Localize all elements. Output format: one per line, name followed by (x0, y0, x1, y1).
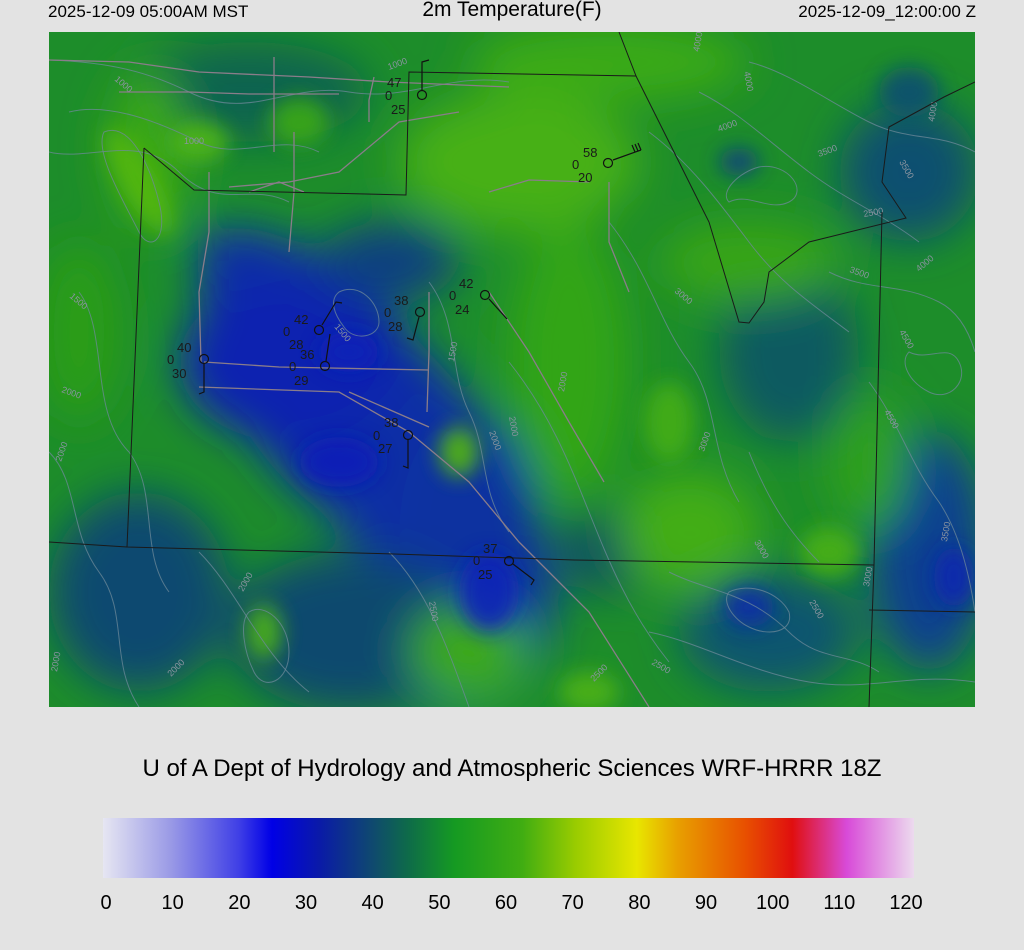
colorbar-tick-label: 100 (755, 892, 790, 914)
station-wind-speed: 0 (449, 288, 456, 303)
station-dewpoint: 27 (378, 441, 392, 456)
station-dewpoint: 30 (172, 366, 186, 381)
contour-label: 4000 (691, 32, 704, 52)
station-temperature: 38 (394, 293, 408, 308)
contour-label: 1500 (446, 341, 459, 362)
colorbar-tick-label: 120 (889, 892, 923, 914)
station-s3[interactable]: 42 0 24 (449, 276, 508, 320)
station-dewpoint: 25 (391, 102, 405, 117)
station-s9[interactable]: 37 0 25 (473, 541, 535, 586)
station-s5[interactable]: 42 0 28 (283, 301, 343, 352)
contour-label: 2000 (556, 371, 569, 392)
colorbar-tick-label: 60 (494, 892, 518, 914)
contour-label: 4000 (926, 101, 939, 122)
station-dewpoint: 24 (455, 302, 469, 317)
station-dewpoint: 20 (578, 170, 592, 185)
station-temperature: 42 (459, 276, 473, 291)
station-temperature: 36 (300, 347, 314, 362)
station-temperature: 37 (483, 541, 497, 556)
station-s2[interactable]: 58 0 20 (572, 142, 642, 185)
station-wind-speed: 0 (289, 359, 296, 374)
station-s7[interactable]: 40 0 30 (167, 340, 210, 395)
station-dewpoint: 25 (478, 567, 492, 582)
colorbar-tick-labels: 0 10 20 30 40 50 60 70 80 90 100 110 120 (0, 892, 1024, 922)
station-dewpoint: 28 (289, 337, 303, 352)
station-wind-speed: 0 (385, 88, 392, 103)
station-temperature: 42 (294, 312, 308, 327)
contour-label: 1000 (184, 136, 204, 146)
terrain-contours (49, 59, 975, 707)
station-wind-speed: 0 (572, 157, 579, 172)
contour-label: 3500 (939, 521, 952, 542)
station-temperature: 58 (583, 145, 597, 160)
station-s6[interactable]: 36 0 29 (289, 333, 331, 388)
temperature-map[interactable]: 1000 1000 1000 1500 1500 1500 2000 2000 … (49, 32, 975, 707)
station-wind-speed: 0 (473, 553, 480, 568)
colorbar-tick-label: 10 (161, 892, 184, 914)
map-title: 2m Temperature(F) (422, 0, 602, 21)
colorbar-tick-label: 110 (823, 892, 856, 914)
temperature-shading (49, 32, 975, 707)
contour-label: 2500 (863, 206, 884, 219)
station-wind-speed: 0 (373, 428, 380, 443)
station-dewpoint: 29 (294, 373, 308, 388)
colorbar-tick-label: 50 (428, 892, 451, 914)
station-dewpoint: 28 (388, 319, 402, 334)
station-wind-speed: 0 (283, 324, 290, 339)
colorbar-tick-label: 40 (361, 892, 384, 914)
contour-label: 2500 (427, 601, 440, 622)
station-s4[interactable]: 38 0 28 (384, 293, 426, 341)
contour-label: 2000 (49, 651, 62, 672)
colorbar-tick-label: 90 (694, 892, 718, 914)
political-borders (49, 32, 975, 707)
colorbar-tick-label: 20 (228, 892, 251, 914)
station-s1[interactable]: 47 0 25 (385, 59, 430, 117)
colorbar-tick-label: 80 (628, 892, 651, 914)
contour-label: 2000 (507, 416, 520, 437)
local-time-label: 2025-12-09 05:00AM MST (48, 2, 249, 21)
station-s8[interactable]: 38 0 27 (373, 415, 414, 469)
station-wind-speed: 0 (167, 352, 174, 367)
temperature-colorbar (103, 818, 914, 878)
contour-label: 3000 (861, 566, 874, 587)
colorbar-tick-label: 70 (561, 892, 584, 914)
contour-label: 4000 (742, 71, 755, 92)
station-temperature: 40 (177, 340, 191, 355)
station-wind-speed: 0 (384, 305, 391, 320)
colorbar-tick-label: 0 (100, 892, 112, 914)
credit-line: U of A Dept of Hydrology and Atmospheric… (142, 755, 882, 782)
station-temperature: 38 (384, 415, 398, 430)
colorbar-tick-label: 30 (294, 892, 318, 914)
valid-time-label: 2025-12-09_12:00:00 Z (798, 2, 976, 21)
station-temperature: 47 (387, 75, 401, 90)
